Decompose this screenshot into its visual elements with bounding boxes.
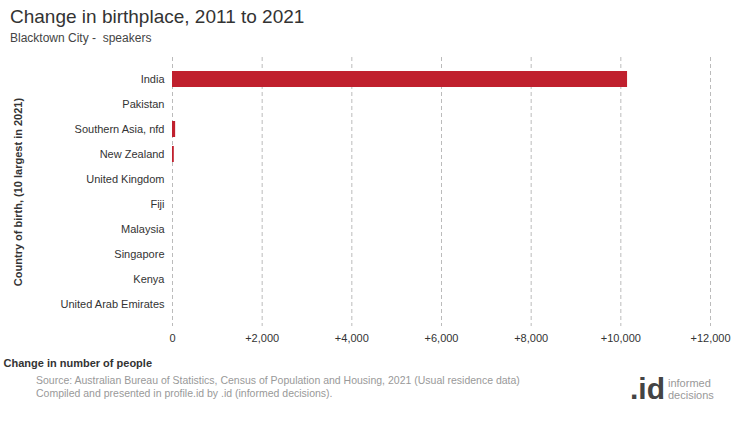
svg-text:0: 0 (169, 332, 175, 344)
svg-text:+2,000: +2,000 (245, 332, 279, 344)
svg-text:Southern Asia, nfd: Southern Asia, nfd (75, 123, 165, 135)
svg-text:Country of birth, (10 largest: Country of birth, (10 largest in 2021) (12, 98, 24, 287)
svg-text:+10,000: +10,000 (601, 332, 641, 344)
svg-text:Change in number of people: Change in number of people (4, 357, 153, 369)
svg-text:United Arab Emirates: United Arab Emirates (61, 298, 165, 310)
svg-text:Fiji: Fiji (150, 198, 164, 210)
svg-text:New Zealand: New Zealand (100, 148, 165, 160)
svg-text:+4,000: +4,000 (335, 332, 369, 344)
html-text:Compiled and presented in prof: Compiled and presented in profile.id by … (36, 387, 333, 399)
svg-text:+12,000: +12,000 (690, 332, 730, 344)
svg-text:Pakistan: Pakistan (122, 98, 164, 110)
html-text:informed decisions: informed decisions (668, 377, 714, 401)
svg-text:Kenya: Kenya (133, 273, 165, 285)
svg-text:+6,000: +6,000 (425, 332, 459, 344)
html-text:.id: .id (630, 372, 665, 405)
html-text:Change in birthplace, 2011 to: Change in birthplace, 2011 to 2021 (10, 6, 305, 27)
svg-text:India: India (141, 73, 166, 85)
html-text:Source: Australian Bureau of S: Source: Australian Bureau of Statistics,… (36, 374, 520, 386)
svg-text:United Kingdom: United Kingdom (86, 173, 164, 185)
html-text:Blacktown City - speakers: Blacktown City - speakers (10, 31, 152, 45)
svg-text:Malaysia: Malaysia (121, 223, 165, 235)
svg-text:Singapore: Singapore (114, 248, 164, 260)
svg-text:+8,000: +8,000 (514, 332, 548, 344)
